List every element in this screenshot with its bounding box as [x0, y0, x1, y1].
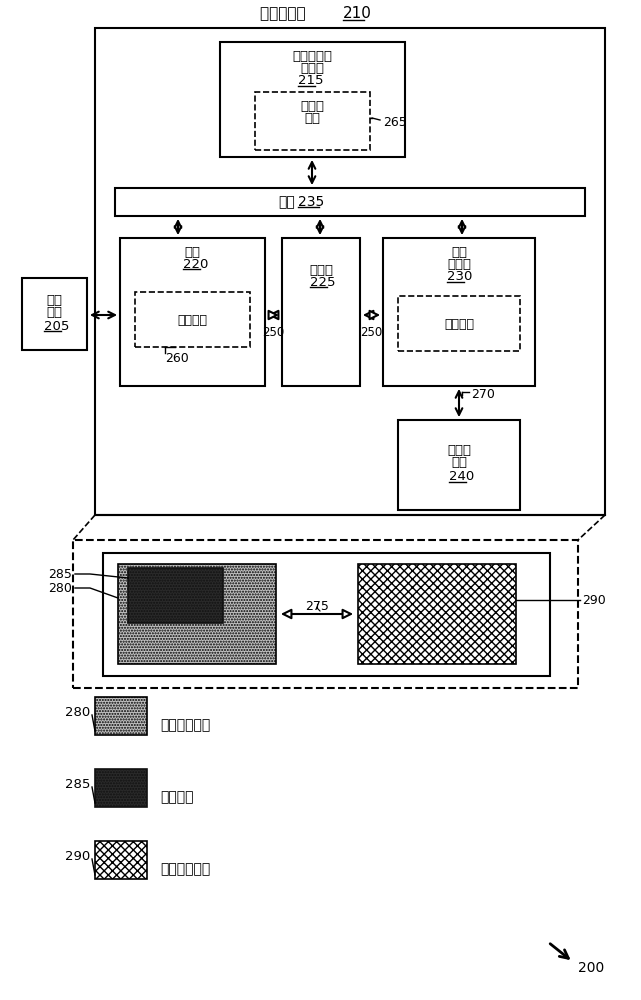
Bar — [73, 540, 578, 688]
Text: 225: 225 — [310, 275, 335, 288]
Text: 235: 235 — [298, 195, 324, 209]
Bar — [255, 92, 370, 150]
Text: 控制器: 控制器 — [447, 257, 471, 270]
Bar — [95, 769, 147, 807]
Text: 陈旧区域: 陈旧区域 — [160, 790, 194, 804]
Text: 控制器: 控制器 — [300, 62, 324, 75]
Text: 275: 275 — [305, 600, 329, 613]
Text: 命令队列: 命令队列 — [177, 314, 207, 326]
Bar — [22, 278, 87, 350]
Text: 260: 260 — [165, 352, 188, 364]
Text: 280: 280 — [65, 706, 90, 720]
Text: 285: 285 — [48, 568, 72, 580]
Bar — [282, 238, 360, 386]
Text: 存储器: 存储器 — [447, 444, 471, 456]
Bar — [358, 564, 516, 664]
Text: 主机: 主机 — [46, 294, 62, 306]
Text: 200: 200 — [578, 961, 604, 975]
Bar — [135, 292, 250, 347]
Text: 系统: 系统 — [46, 306, 62, 318]
Bar — [95, 28, 605, 515]
Text: 270: 270 — [471, 387, 495, 400]
Bar — [128, 568, 223, 623]
Text: 285: 285 — [65, 778, 90, 792]
Bar — [383, 238, 535, 386]
Text: 三层级单元块: 三层级单元块 — [160, 862, 210, 876]
Bar — [220, 42, 405, 157]
Text: 290: 290 — [65, 850, 90, 863]
Text: 存储: 存储 — [451, 245, 467, 258]
Text: 250: 250 — [262, 326, 284, 338]
Text: 存储队列: 存储队列 — [444, 318, 474, 330]
Text: 240: 240 — [449, 471, 474, 484]
Text: 210: 210 — [343, 6, 372, 21]
Text: 存储器系统: 存储器系统 — [260, 6, 310, 21]
Text: 接口: 接口 — [184, 245, 200, 258]
Bar — [115, 188, 585, 216]
Text: 单层级单元块: 单层级单元块 — [160, 718, 210, 732]
Text: 265: 265 — [383, 115, 407, 128]
Text: 存储器系统: 存储器系统 — [292, 49, 332, 62]
Text: 队列: 队列 — [304, 112, 320, 125]
Bar — [120, 238, 265, 386]
Text: 230: 230 — [447, 270, 472, 284]
Text: 215: 215 — [298, 75, 324, 88]
Bar — [103, 553, 550, 676]
Text: 290: 290 — [582, 593, 606, 606]
Bar — [95, 697, 147, 735]
Text: 缓冲器: 缓冲器 — [300, 100, 324, 112]
Bar — [118, 564, 276, 664]
Text: 220: 220 — [183, 257, 208, 270]
Bar — [95, 841, 147, 879]
Text: 250: 250 — [360, 326, 382, 338]
Text: 缓冲器: 缓冲器 — [309, 263, 333, 276]
Text: 205: 205 — [44, 320, 69, 332]
Bar — [398, 420, 520, 510]
Bar — [398, 296, 520, 351]
Text: 总线: 总线 — [278, 195, 295, 209]
Text: 280: 280 — [48, 582, 72, 594]
Text: 装置: 装置 — [451, 456, 467, 470]
